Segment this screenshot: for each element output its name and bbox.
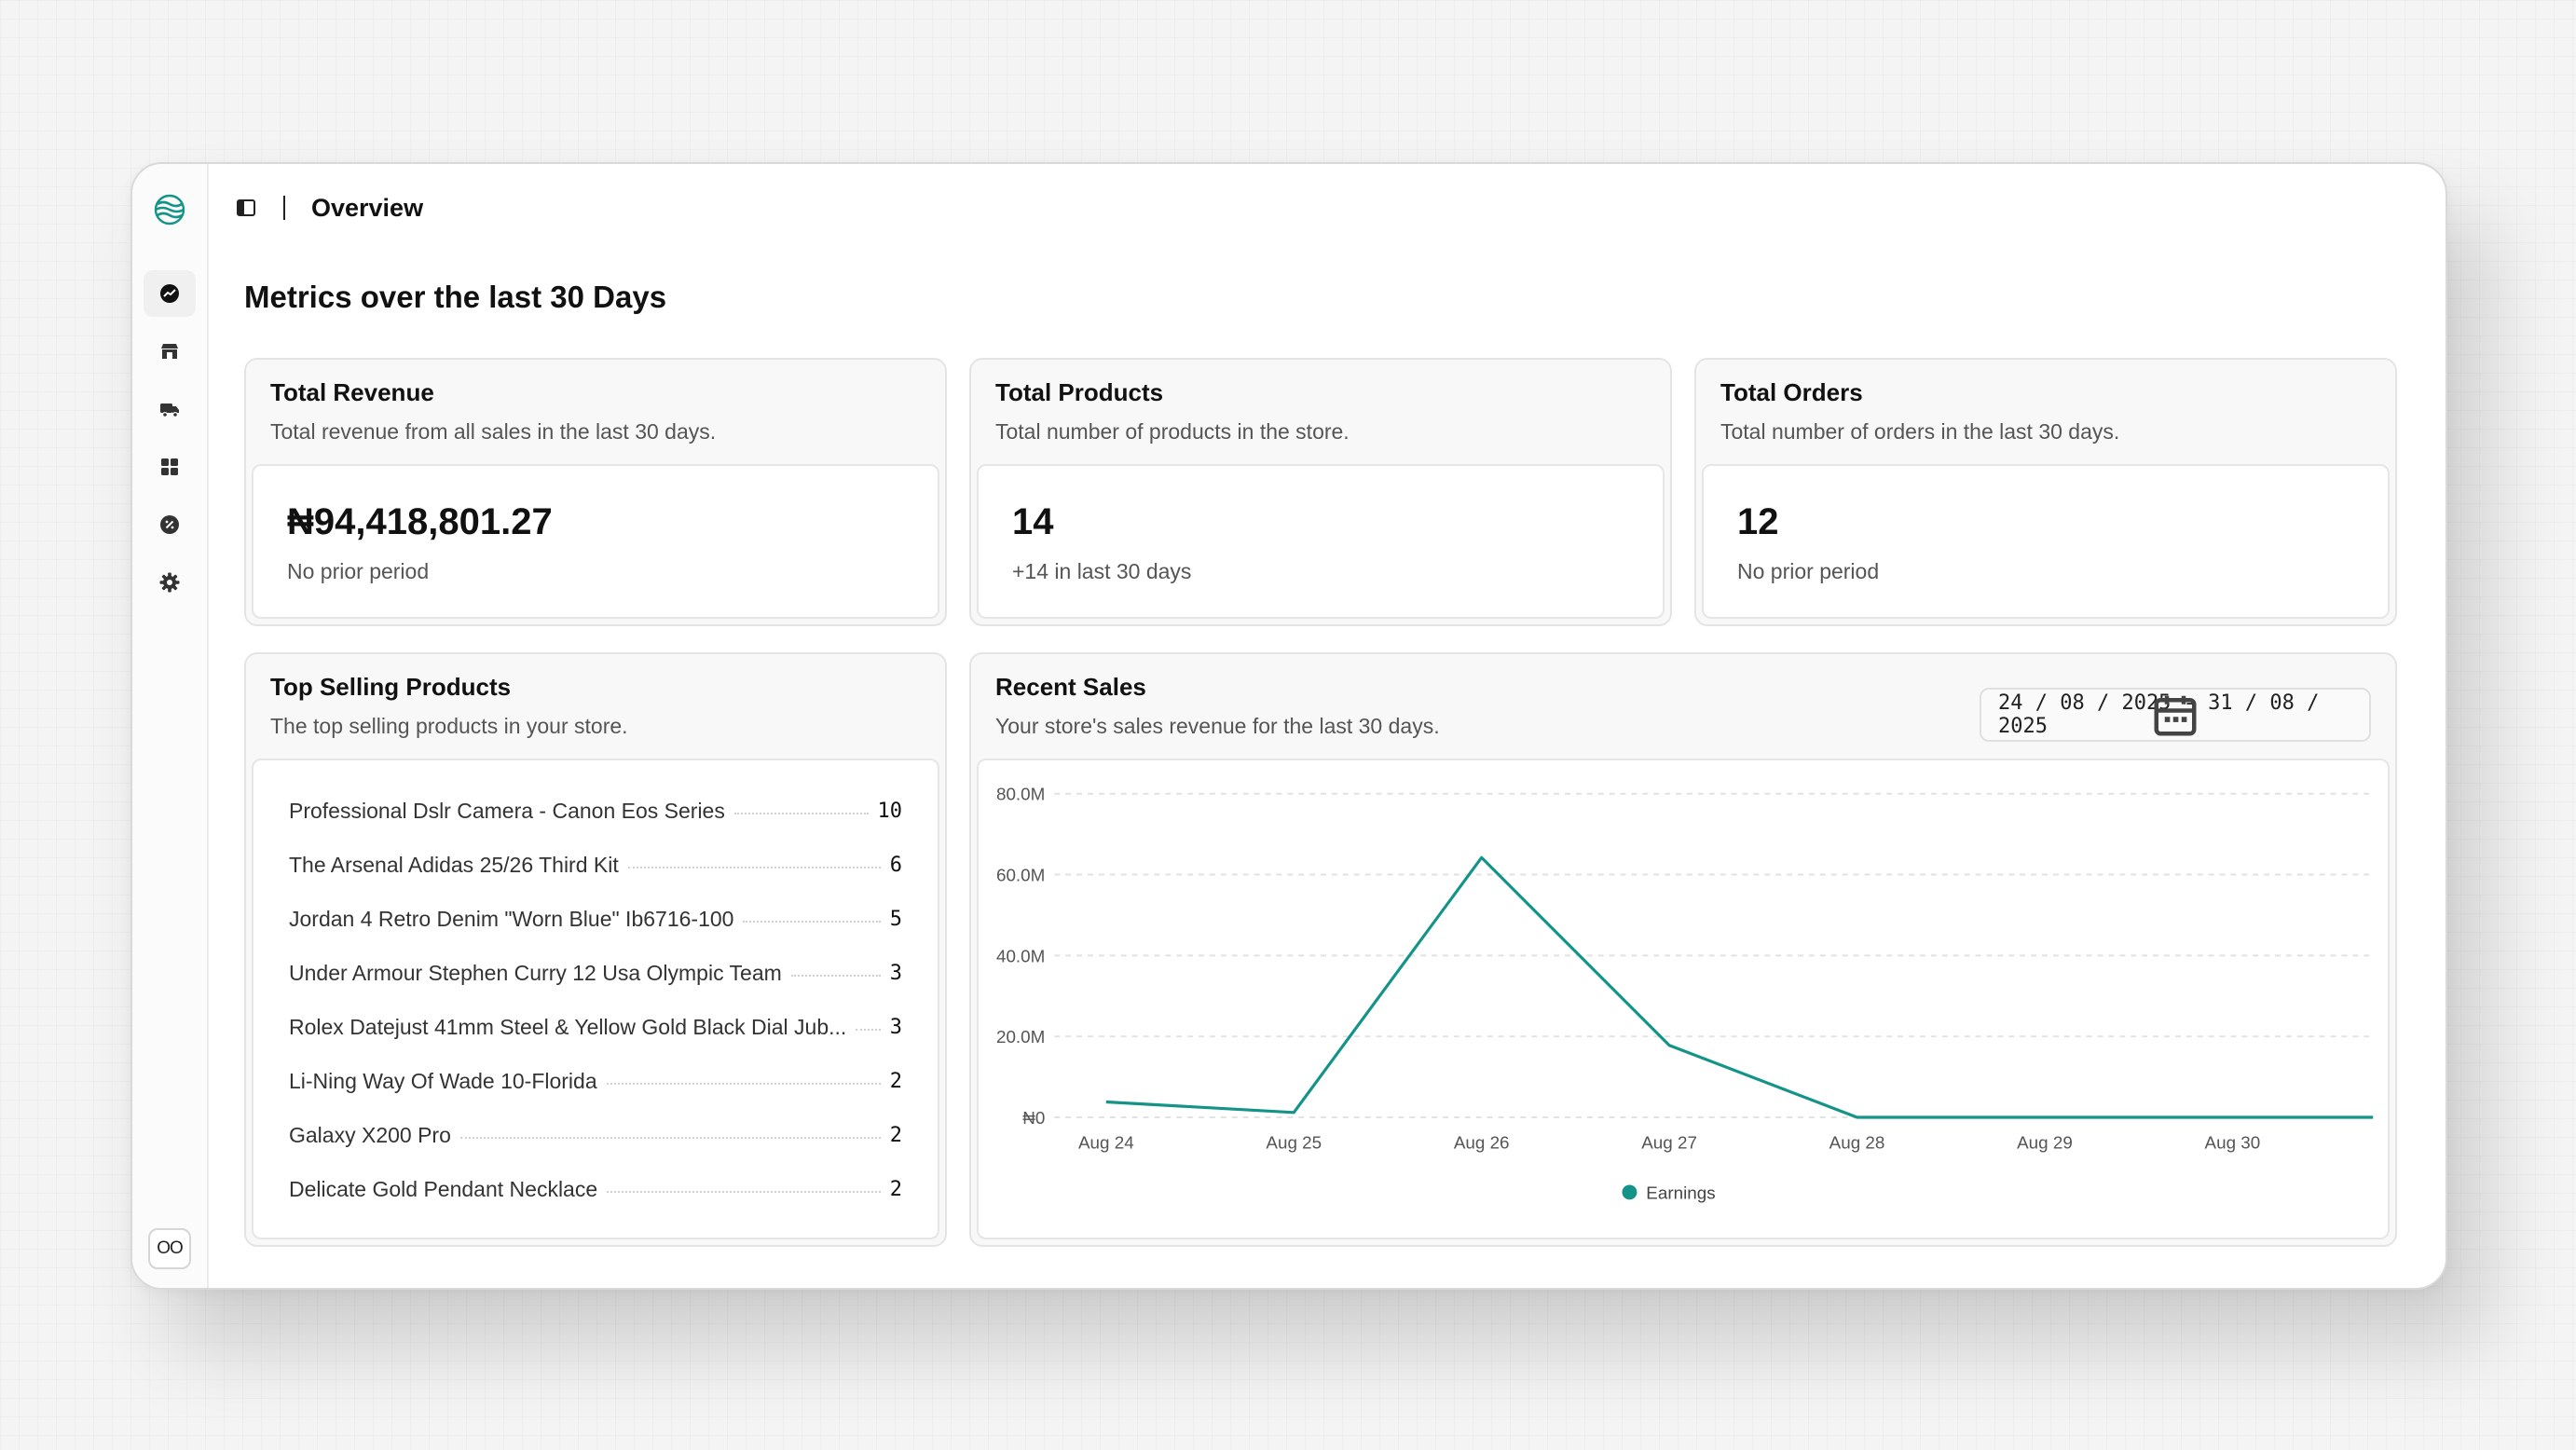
leader-dots	[607, 1191, 881, 1193]
sidebar-item-products[interactable]	[144, 444, 196, 490]
leader-dots	[459, 1137, 881, 1139]
avatar-initials: OO	[157, 1238, 184, 1258]
metric-value: 14	[1012, 501, 1054, 542]
app-window: OO Overview Metrics over the last 30 Day…	[130, 162, 2447, 1290]
y-tick-label: 60.0M	[996, 865, 1045, 884]
metric-card-revenue: Total Revenue Total revenue from all sal…	[244, 358, 947, 626]
x-tick-label: Aug 26	[1454, 1133, 1510, 1153]
metric-sub: +14 in last 30 days	[1012, 559, 1192, 583]
product-count: 6	[889, 853, 902, 877]
card-title: Top Selling Products	[270, 673, 512, 701]
product-count: 10	[877, 799, 903, 823]
calendar-icon	[2154, 695, 2197, 736]
earnings-line-chart: ₦0 20.0M 40.0M 60.0M 80.0M Aug 24 Aug 25 Aug 26…	[996, 785, 2374, 1202]
top-bar: Overview	[209, 164, 2446, 252]
sidebar-item-store[interactable]	[144, 328, 196, 375]
metric-body: ₦94,418,801.27 No prior period	[252, 464, 939, 619]
product-name: The Arsenal Adidas 25/26 Third Kit	[289, 852, 619, 877]
y-tick-label: 40.0M	[996, 946, 1045, 965]
x-tick-label: Aug 25	[1266, 1133, 1322, 1153]
y-tick-label: ₦0	[1022, 1108, 1045, 1128]
top-selling-card: Top Selling Products The top selling pro…	[244, 652, 947, 1247]
sidebar-toggle-button[interactable]	[233, 195, 259, 221]
legend-label: Earnings	[1646, 1183, 1715, 1202]
recent-sales-card: Recent Sales Your store's sales revenue …	[969, 652, 2397, 1247]
x-tick-label: Aug 24	[1078, 1133, 1134, 1153]
discount-icon	[160, 515, 179, 534]
metric-card-products: Total Products Total number of products …	[969, 358, 1672, 626]
list-item[interactable]: Under Armour Stephen Curry 12 Usa Olympi…	[289, 956, 902, 990]
list-item[interactable]: Delicate Gold Pendant Necklace 2	[289, 1172, 902, 1206]
panel-left-icon	[237, 199, 255, 216]
list-item[interactable]: The Arsenal Adidas 25/26 Third Kit 6	[289, 848, 902, 882]
sidebar-item-dashboard[interactable]	[144, 270, 196, 317]
x-tick-label: Aug 27	[1641, 1133, 1697, 1153]
x-tick-label: Aug 30	[2205, 1133, 2261, 1153]
sidebar-item-settings[interactable]	[144, 559, 196, 606]
list-item[interactable]: Rolex Datejust 41mm Steel & Yellow Gold …	[289, 1010, 902, 1044]
metric-title: Total Revenue	[270, 378, 434, 406]
metric-title: Total Orders	[1720, 378, 1863, 406]
product-count: 3	[889, 961, 902, 985]
section-heading: Metrics over the last 30 Days	[244, 280, 667, 314]
page-title: Overview	[311, 193, 424, 222]
truck-icon	[160, 404, 179, 418]
metric-body: 12 No prior period	[1702, 464, 2390, 619]
x-tick-label: Aug 29	[2017, 1133, 2073, 1153]
metric-description: Total revenue from all sales in the last…	[270, 419, 717, 444]
product-count: 5	[889, 907, 902, 931]
product-count: 3	[889, 1015, 902, 1039]
product-count: 2	[889, 1123, 902, 1147]
product-name: Delicate Gold Pendant Necklace	[289, 1176, 598, 1201]
list-item[interactable]: Li-Ning Way Of Wade 10-Florida 2	[289, 1064, 902, 1098]
leader-dots	[856, 1029, 881, 1031]
list-item[interactable]: Jordan 4 Retro Denim "Worn Blue" Ib6716-…	[289, 902, 902, 936]
product-count: 2	[889, 1069, 902, 1093]
product-count: 2	[889, 1177, 902, 1201]
metric-description: Total number of orders in the last 30 da…	[1720, 419, 2120, 444]
card-description: The top selling products in your store.	[270, 714, 628, 738]
card-title: Recent Sales	[995, 673, 1146, 701]
sidebar-item-orders[interactable]	[144, 386, 196, 432]
leader-dots	[606, 1083, 881, 1085]
x-tick-label: Aug 28	[1829, 1133, 1885, 1153]
metric-card-orders: Total Orders Total number of orders in t…	[1694, 358, 2397, 626]
product-name: Galaxy X200 Pro	[289, 1122, 451, 1147]
legend-swatch	[1622, 1184, 1637, 1200]
leader-dots	[743, 921, 881, 923]
product-name: Under Armour Stephen Curry 12 Usa Olympi…	[289, 960, 782, 985]
store-icon	[161, 344, 178, 359]
metric-description: Total number of products in the store.	[995, 419, 1350, 444]
metric-body: 14 +14 in last 30 days	[977, 464, 1665, 619]
leader-dots	[790, 975, 881, 977]
sidebar: OO	[132, 164, 209, 1288]
sidebar-item-discounts[interactable]	[144, 501, 196, 548]
top-selling-list: Professional Dslr Camera - Canon Eos Ser…	[252, 759, 939, 1239]
y-tick-label: 80.0M	[996, 785, 1045, 804]
breadcrumb-separator	[283, 196, 285, 220]
chart-area: ₦0 20.0M 40.0M 60.0M 80.0M Aug 24 Aug 25 Aug 26…	[977, 759, 2390, 1239]
logo-icon[interactable]	[150, 190, 189, 229]
date-range-picker[interactable]: 24 / 08 / 2025 - 31 / 08 / 2025	[1980, 688, 2371, 742]
card-description: Your store's sales revenue for the last …	[995, 714, 1440, 738]
metric-value: 12	[1737, 501, 1779, 542]
list-item[interactable]: Professional Dslr Camera - Canon Eos Ser…	[289, 794, 902, 828]
product-name: Li-Ning Way Of Wade 10-Florida	[289, 1068, 597, 1093]
product-name: Rolex Datejust 41mm Steel & Yellow Gold …	[289, 1014, 847, 1039]
list-item[interactable]: Galaxy X200 Pro 2	[289, 1118, 902, 1152]
metric-title: Total Products	[995, 378, 1164, 406]
product-name: Professional Dslr Camera - Canon Eos Ser…	[289, 798, 725, 823]
earnings-series-line	[1105, 855, 2374, 1119]
leader-dots	[627, 867, 881, 869]
metric-sub: No prior period	[1737, 559, 1880, 583]
metric-value: ₦94,418,801.27	[287, 501, 553, 542]
gear-icon	[159, 572, 180, 593]
grid-icon	[161, 458, 178, 475]
metric-sub: No prior period	[287, 559, 430, 583]
product-name: Jordan 4 Retro Denim "Worn Blue" Ib6716-…	[289, 906, 734, 931]
dashboard-icon	[160, 284, 179, 303]
leader-dots	[733, 813, 869, 814]
user-avatar[interactable]: OO	[148, 1228, 191, 1269]
y-tick-label: 20.0M	[996, 1027, 1045, 1046]
